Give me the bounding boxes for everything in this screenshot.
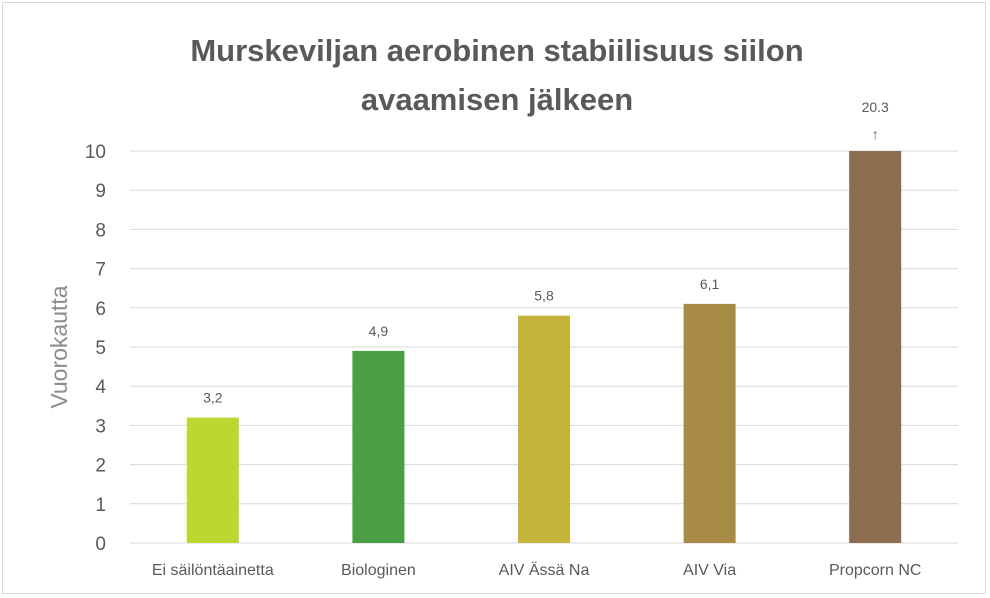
y-tick-label: 3 <box>95 416 106 437</box>
y-tick-label: 5 <box>95 338 106 359</box>
x-tick-label: Biologinen <box>341 562 416 579</box>
x-tick-label: AIV Ässä Na <box>499 561 590 579</box>
y-tick-label: 9 <box>95 181 106 202</box>
x-tick-label: Propcorn NC <box>829 562 921 579</box>
overflow-arrow: ↑ <box>872 126 879 142</box>
data-label: 4,9 <box>369 323 389 339</box>
y-axis-ticks: 0 1 2 3 4 5 6 7 8 9 10 <box>85 142 107 555</box>
data-label: 6,1 <box>700 276 720 292</box>
x-tick-label: AIV Via <box>683 562 736 579</box>
y-tick-label: 2 <box>95 456 106 477</box>
y-tick-label: 1 <box>95 495 106 516</box>
bar <box>518 315 570 543</box>
chart-title-line-2: avaamisen jälkeen <box>361 82 633 117</box>
bar <box>849 151 902 543</box>
data-label: 20.3 <box>862 99 889 115</box>
data-label: 5,8 <box>534 288 554 304</box>
y-tick-label: 6 <box>95 299 106 320</box>
y-tick-label: 10 <box>85 142 106 163</box>
bar-chart: Murskeviljan aerobinen stabiilisuus siil… <box>46 33 958 579</box>
data-label: 3,2 <box>203 390 223 406</box>
bar <box>186 417 239 543</box>
bars <box>186 151 902 543</box>
y-tick-label: 7 <box>95 260 106 281</box>
x-axis-ticks: Ei säilöntäainetta Biologinen AIV Ässä Na A… <box>152 561 922 579</box>
y-tick-label: 0 <box>95 534 106 555</box>
bar <box>683 303 736 543</box>
y-tick-label: 4 <box>95 377 106 398</box>
y-axis-label: Vuorokautta <box>46 285 72 408</box>
data-labels: 3,2 4,9 5,8 6,1 ↑ 20.3 <box>203 99 889 406</box>
bar <box>352 350 405 543</box>
chart-title-line-1: Murskeviljan aerobinen stabiilisuus siil… <box>190 33 803 68</box>
y-tick-label: 8 <box>95 220 106 241</box>
x-tick-label: Ei säilöntäainetta <box>152 562 274 579</box>
